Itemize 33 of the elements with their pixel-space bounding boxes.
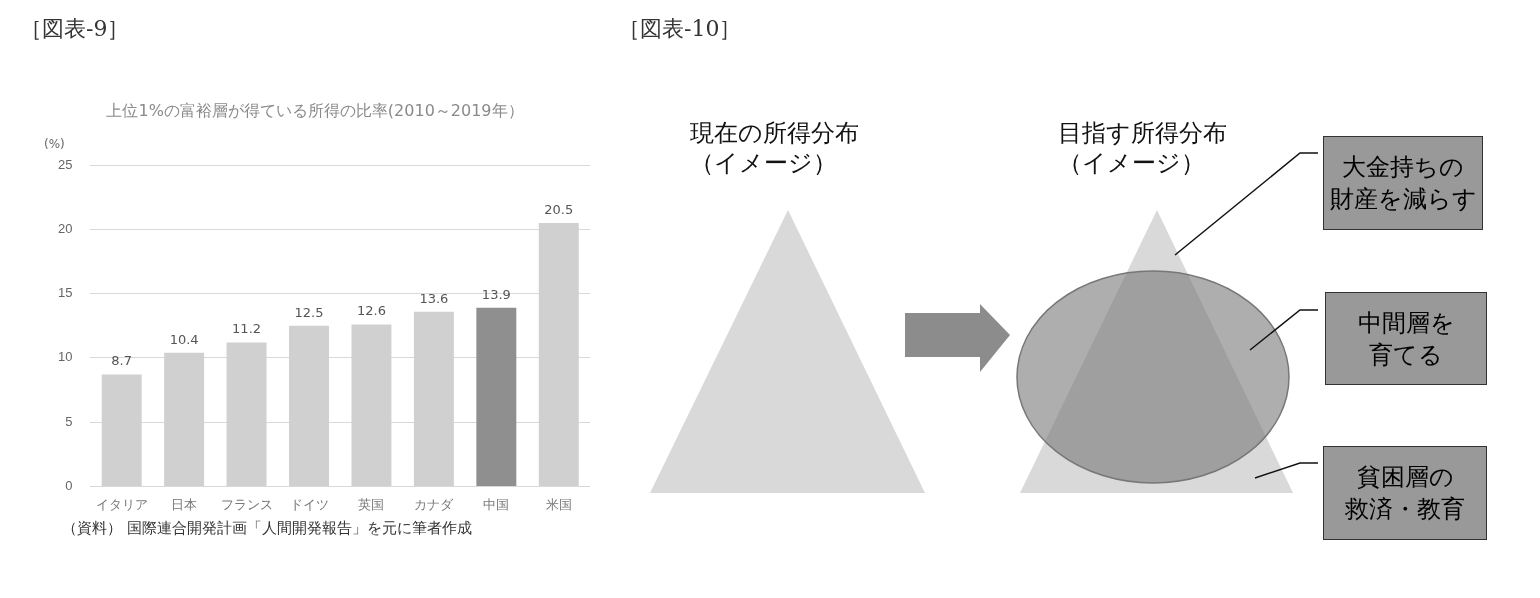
bar	[476, 307, 517, 486]
x-tick-label: フランス	[220, 496, 273, 512]
data-label: 20.5	[544, 201, 574, 217]
text: （資料） 国際連合開発計画「人間開発報告」を元に筆者作成	[62, 519, 472, 538]
text: ［図表-9］	[20, 15, 130, 43]
x-tick-label: イタリア	[95, 496, 148, 512]
chart-title: 上位1%の富裕層が得ている所得の比率(2010～2019年）	[106, 100, 524, 120]
x-tick-label: 中国	[483, 496, 510, 512]
y-tick-label: 10	[57, 349, 73, 365]
data-label: 8.7	[111, 353, 133, 369]
text: 貧困層の救済・教育	[1323, 446, 1487, 540]
y-tick-label: 20	[57, 221, 73, 237]
x-tick-label: ドイツ	[289, 496, 329, 512]
y-axis-title: (%)	[44, 137, 65, 152]
y-tick-label: 25	[57, 156, 73, 172]
y-tick-label: 15	[57, 285, 73, 301]
data-label: 11.2	[232, 321, 262, 337]
data-label: 12.6	[356, 303, 386, 319]
data-label: 13.6	[419, 290, 449, 306]
y-tick-label: 0	[65, 477, 73, 493]
text: 大金持ちの財産を減らす	[1323, 136, 1483, 230]
x-tick-label: 英国	[358, 496, 385, 512]
data-label: 10.4	[169, 331, 199, 347]
x-tick-label: 米国	[545, 496, 572, 512]
text: 目指す所得分布（イメージ）	[1058, 118, 1227, 178]
y-tick-label: 5	[65, 413, 73, 429]
data-label: 13.9	[481, 286, 511, 302]
text: ［図表-10］	[618, 15, 742, 43]
x-tick-label: 日本	[171, 496, 198, 512]
data-label: 12.5	[294, 304, 324, 320]
x-tick-label: カナダ	[414, 496, 455, 512]
text: 中間層を育てる	[1325, 292, 1487, 385]
text: 現在の所得分布（イメージ）	[690, 118, 859, 178]
